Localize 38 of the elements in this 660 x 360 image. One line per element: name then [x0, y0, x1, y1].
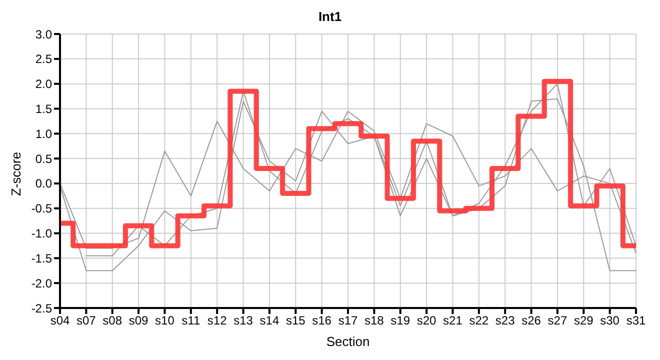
y-tick-label: 3.0 [35, 27, 52, 42]
y-tick-label: -0.5 [31, 202, 52, 216]
y-tick-label: 0.5 [35, 152, 52, 166]
y-axis-title: Z-score [8, 152, 24, 196]
chart-title: Int1 [317, 8, 343, 26]
x-tick-label: s21 [443, 314, 463, 328]
x-tick-label: s16 [312, 314, 332, 328]
x-tick-label: s23 [495, 314, 516, 328]
x-tick-label: s12 [207, 314, 228, 328]
x-tick-label: s17 [338, 314, 358, 328]
y-tick-label: -2.0 [31, 276, 52, 290]
x-tick-label: s27 [548, 314, 568, 328]
x-tick-label: s04 [50, 314, 70, 328]
y-tick-label: 1.0 [35, 126, 52, 141]
x-tick-label: s22 [469, 314, 489, 328]
x-tick-label: s30 [600, 314, 620, 328]
x-tick-label: s15 [286, 314, 306, 328]
x-tick-label: s09 [128, 314, 149, 328]
x-tick-label: s11 [182, 314, 200, 328]
x-tick-label: s19 [390, 314, 410, 328]
x-tick-label: s13 [234, 314, 254, 328]
x-tick-label: s18 [364, 314, 384, 328]
y-tick-label: -1.0 [31, 226, 52, 241]
y-tick-label: 2.0 [35, 77, 52, 92]
y-tick-label: 2.5 [35, 52, 52, 66]
x-tick-label: s07 [76, 314, 96, 328]
x-tick-label: s14 [260, 314, 280, 328]
x-axis-title: Section [326, 334, 370, 349]
y-tick-label: -1.5 [31, 251, 52, 266]
x-tick-label: s20 [416, 314, 437, 328]
y-tick-label: 0.0 [35, 176, 52, 191]
y-tick-label: -2.5 [31, 301, 52, 316]
x-tick-label: s10 [155, 314, 175, 328]
x-tick-label: s29 [574, 314, 594, 328]
x-tick-label: s08 [102, 314, 122, 328]
x-tick-label: s26 [522, 314, 542, 328]
x-tick-label: s31 [626, 314, 646, 328]
y-tick-label: 1.5 [35, 102, 52, 116]
